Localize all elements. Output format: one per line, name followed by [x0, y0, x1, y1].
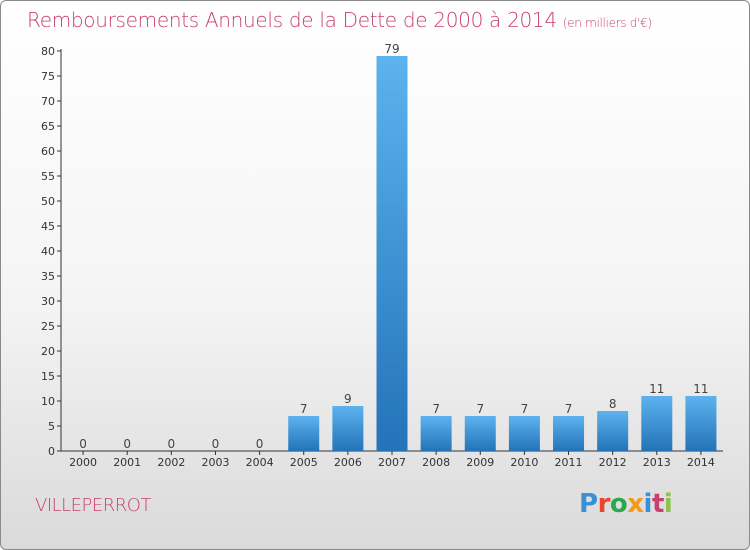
data-label: 79: [384, 42, 399, 56]
proxiti-logo: Proxiti: [579, 489, 673, 519]
bar: [376, 56, 408, 451]
bar: [685, 396, 717, 451]
x-tick-label: 2012: [599, 456, 627, 469]
data-label: 7: [521, 402, 529, 416]
data-label: 0: [256, 437, 264, 451]
bar: [332, 406, 364, 451]
y-tick-label: 70: [41, 95, 55, 108]
logo-letter: t: [651, 489, 664, 519]
data-label: 7: [565, 402, 573, 416]
x-tick-label: 2009: [466, 456, 494, 469]
y-tick-label: 20: [41, 345, 55, 358]
data-label: 11: [693, 382, 708, 396]
y-tick-label: 0: [48, 445, 55, 458]
bar: [553, 416, 585, 451]
x-tick-label: 2006: [334, 456, 362, 469]
x-tick-label: 2010: [510, 456, 538, 469]
data-label: 0: [168, 437, 176, 451]
bar: [420, 416, 452, 451]
y-tick-label: 10: [41, 395, 55, 408]
logo-letter: o: [609, 489, 628, 519]
logo-letter: P: [579, 489, 598, 519]
data-label: 8: [609, 397, 617, 411]
data-label: 0: [123, 437, 131, 451]
data-label: 9: [344, 392, 352, 406]
y-tick-label: 60: [41, 145, 55, 158]
logo-letter: r: [597, 489, 611, 519]
y-tick-label: 40: [41, 245, 55, 258]
x-tick-label: 2001: [113, 456, 141, 469]
x-tick-label: 2013: [643, 456, 671, 469]
data-label: 7: [300, 402, 308, 416]
y-tick-label: 15: [41, 370, 55, 383]
x-tick-label: 2003: [201, 456, 229, 469]
logo-letter: i: [663, 489, 673, 519]
y-tick-label: 55: [41, 170, 55, 183]
logo-letter: i: [643, 489, 653, 519]
y-tick-label: 25: [41, 320, 55, 333]
data-label: 7: [432, 402, 440, 416]
x-tick-label: 2011: [555, 456, 583, 469]
bar: [597, 411, 629, 451]
data-label: 0: [79, 437, 87, 451]
x-tick-label: 2002: [157, 456, 185, 469]
bar: [464, 416, 496, 451]
y-tick-label: 35: [41, 270, 55, 283]
y-tick-label: 30: [41, 295, 55, 308]
chart-unit: (en milliers d'€): [562, 16, 652, 30]
y-tick-label: 45: [41, 220, 55, 233]
y-tick-label: 65: [41, 120, 55, 133]
logo-letter: x: [627, 489, 644, 519]
x-tick-label: 2008: [422, 456, 450, 469]
x-tick-label: 2000: [69, 456, 97, 469]
y-tick-label: 75: [41, 70, 55, 83]
y-tick-label: 80: [41, 45, 55, 58]
bar: [288, 416, 320, 451]
bar: [641, 396, 673, 451]
data-label: 11: [649, 382, 664, 396]
x-tick-label: 2007: [378, 456, 406, 469]
data-label: 0: [212, 437, 220, 451]
commune-name: VILLEPERROT: [35, 495, 151, 516]
bar: [508, 416, 540, 451]
y-tick-label: 50: [41, 195, 55, 208]
y-tick-label: 5: [48, 420, 55, 433]
data-label: 7: [476, 402, 484, 416]
chart-title-text: Remboursements Annuels de la Dette de 20…: [27, 8, 557, 32]
x-tick-label: 2014: [687, 456, 715, 469]
chart-title: Remboursements Annuels de la Dette de 20…: [27, 8, 652, 32]
x-tick-label: 2004: [246, 456, 274, 469]
x-tick-label: 2005: [290, 456, 318, 469]
